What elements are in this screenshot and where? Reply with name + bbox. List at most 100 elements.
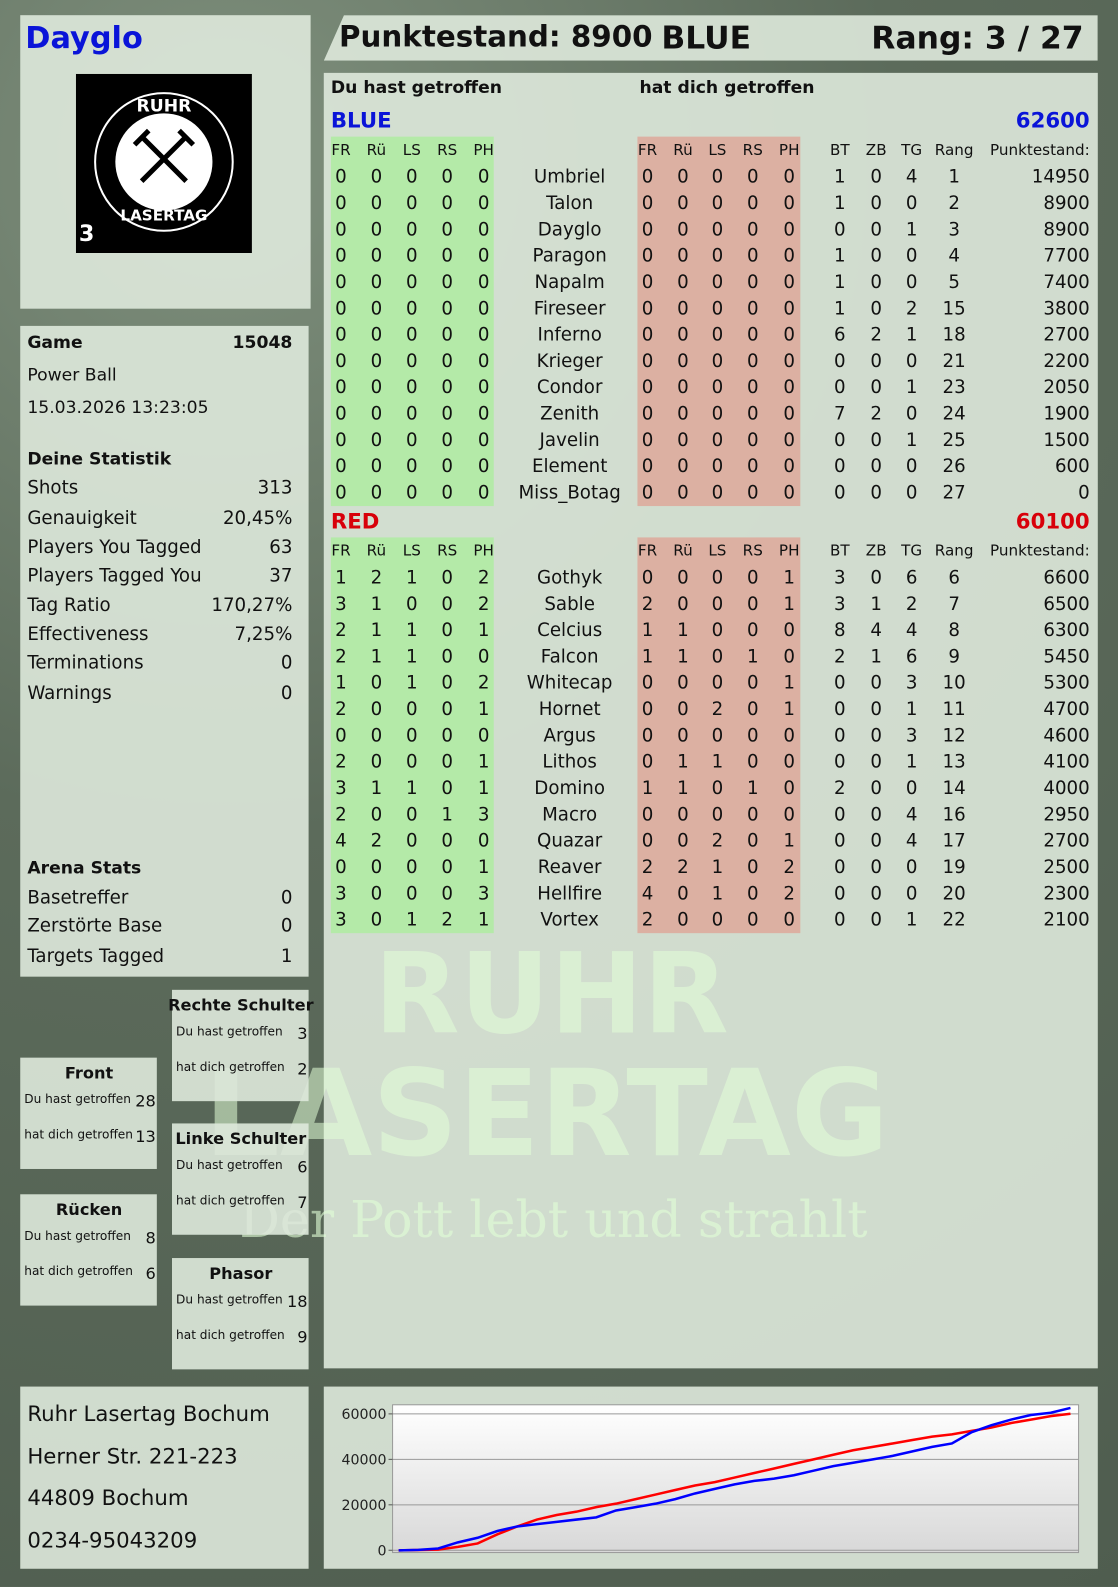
column-header: Rang — [934, 541, 974, 560]
header-bar — [323, 15, 1098, 61]
score: 5300 — [1043, 672, 1090, 694]
cell: 4 — [641, 883, 654, 905]
cell: 0 — [711, 166, 724, 188]
cell: 0 — [370, 751, 383, 773]
cell: 0 — [477, 192, 490, 215]
team: BLUE — [661, 20, 752, 57]
zone-value: 6 — [297, 1157, 308, 1177]
cell: 0 — [783, 646, 795, 668]
cell: 1 — [641, 619, 654, 642]
cell: 0 — [870, 455, 883, 478]
cell: 2 — [711, 830, 724, 852]
cell: 0 — [406, 455, 418, 478]
cell: 0 — [833, 482, 846, 504]
cell: 0 — [477, 271, 490, 294]
cell: 0 — [746, 455, 759, 478]
cell: 0 — [746, 698, 759, 721]
label: Game — [27, 332, 83, 354]
score: 2300 — [1043, 883, 1090, 905]
cell: 0 — [641, 567, 654, 589]
player-name: Dayglo — [25, 20, 143, 57]
player: Argus — [543, 725, 596, 747]
cell: 0 — [677, 298, 689, 320]
zone-box — [172, 1123, 309, 1235]
cell: 0 — [833, 909, 846, 931]
cell: 19 — [942, 856, 966, 878]
cell: 0 — [335, 403, 347, 425]
stat-value: 7,25% — [234, 623, 293, 646]
column-header: Rü — [366, 140, 387, 159]
cell: 0 — [746, 219, 759, 241]
cell: 0 — [406, 298, 418, 320]
cell: 0 — [406, 350, 418, 372]
zone-label: hat dich getroffen — [176, 1059, 285, 1074]
cell: 2 — [783, 883, 795, 905]
cell: 1 — [833, 192, 846, 215]
cell: 0 — [677, 567, 689, 589]
zone-label: Du hast getroffen — [176, 1024, 283, 1039]
cell: 0 — [335, 166, 347, 188]
score: 8900 — [1043, 192, 1090, 215]
cell: 0 — [677, 909, 689, 931]
cell: 2 — [783, 856, 795, 878]
cell: 0 — [870, 672, 883, 694]
cell: 0 — [477, 482, 490, 504]
cell: 0 — [746, 482, 759, 504]
cell: 0 — [746, 830, 759, 852]
player: Dayglo — [537, 219, 602, 241]
cell: 6 — [905, 567, 918, 589]
cell: 0 — [833, 429, 846, 451]
cell: 0 — [833, 219, 846, 241]
cell: 0 — [783, 192, 795, 215]
cell: 0 — [335, 350, 347, 372]
player: Fireseer — [533, 298, 606, 320]
cell: 26 — [942, 455, 966, 478]
cell: 0 — [711, 672, 724, 694]
cell: 0 — [711, 804, 724, 826]
cell: 0 — [641, 350, 654, 372]
cell: 0 — [870, 192, 883, 215]
cell: 5 — [948, 271, 960, 294]
cell: 0 — [641, 830, 654, 852]
zone-label: Du hast getroffen — [24, 1092, 131, 1107]
cell: 25 — [942, 429, 966, 451]
cell: 2 — [677, 856, 689, 878]
column-header: FR — [637, 140, 658, 159]
cell: 1 — [370, 646, 383, 668]
zone-value: 13 — [135, 1126, 156, 1147]
zone-label: Du hast getroffen — [176, 1292, 283, 1307]
cell: 3 — [335, 593, 347, 615]
cell: 0 — [711, 219, 724, 241]
cell: 0 — [870, 830, 883, 852]
cell: 0 — [641, 245, 654, 267]
cell: 0 — [441, 429, 454, 451]
cell: 0 — [677, 192, 689, 215]
cell: 0 — [870, 883, 883, 905]
cell: 0 — [441, 192, 454, 215]
player: Reaver — [537, 856, 602, 878]
cell: 1 — [905, 751, 918, 773]
cell: 0 — [335, 377, 347, 399]
cell: 7 — [948, 593, 960, 615]
team-total: 62600 — [1015, 108, 1090, 133]
logo-badge: 3 — [79, 221, 94, 247]
cell: 0 — [335, 324, 347, 346]
cell: 2 — [335, 751, 347, 773]
cell: 0 — [406, 883, 418, 905]
cell: 0 — [870, 245, 883, 267]
score: 2700 — [1043, 324, 1090, 346]
cell: 0 — [441, 350, 454, 372]
cell: 0 — [833, 804, 846, 826]
score: 4700 — [1043, 698, 1090, 721]
cell: 0 — [441, 883, 454, 905]
score: 3800 — [1043, 298, 1090, 320]
zone-label: Du hast getroffen — [24, 1228, 131, 1243]
cell: 0 — [477, 725, 490, 747]
stat-label: Shots — [27, 477, 79, 499]
cell: 0 — [677, 166, 689, 188]
zone-label: Du hast getroffen — [176, 1157, 283, 1173]
table-heading: hat dich getroffen — [639, 77, 815, 99]
cell: 1 — [477, 909, 490, 931]
text: 15.03.2026 13:23:05 — [27, 397, 209, 418]
